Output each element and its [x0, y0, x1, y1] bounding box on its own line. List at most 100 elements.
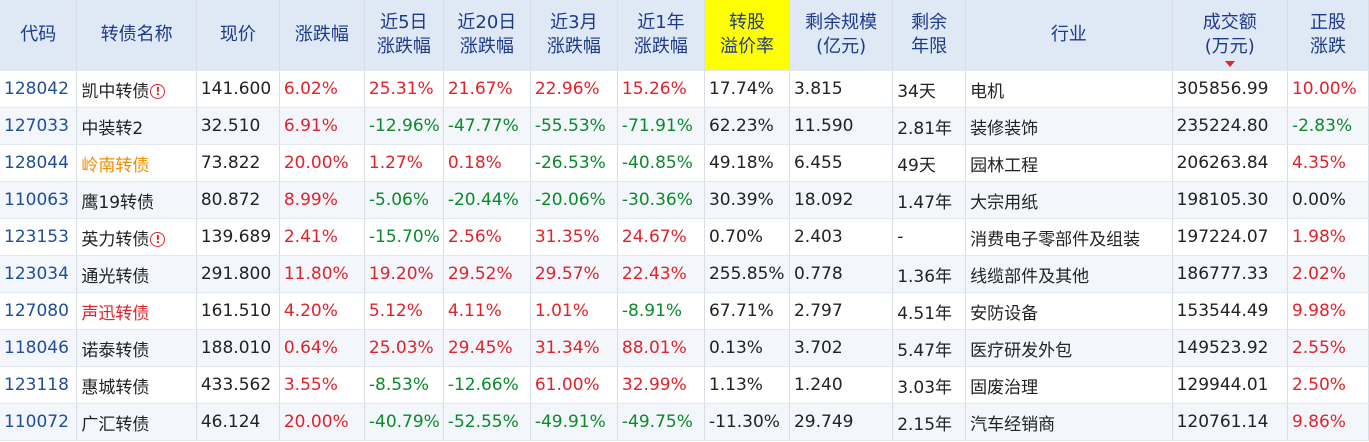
cell-term: 4.51年	[892, 292, 967, 330]
y1-value: -30.36%	[621, 190, 693, 210]
col-header-name[interactable]: 转债名称	[76, 0, 197, 71]
table-header-row: 代码 转债名称 现价 涨跌幅 近5日 涨跌幅 近20日 涨跌幅 近3月 涨跌幅 近1年…	[0, 0, 1369, 71]
cell-code[interactable]: 128042	[0, 70, 78, 108]
cell-industry: 安防设备	[965, 292, 1173, 330]
premium-value: 62.23%	[708, 116, 774, 136]
cell-name[interactable]: 声迅转债	[76, 292, 197, 330]
d20-value: 29.52%	[447, 264, 513, 284]
stock-value: 9.98%	[1291, 301, 1346, 321]
cell-volume: 129944.01	[1172, 366, 1288, 404]
header-line-2: 涨跌幅	[633, 36, 688, 57]
cell-code[interactable]: 128044	[0, 144, 78, 182]
col-header-stock-change[interactable]: 正股 涨跌	[1287, 0, 1369, 71]
code-value: 128042	[4, 79, 69, 99]
cell-d5: -5.06%	[364, 181, 444, 219]
table-row[interactable]: 110063 鹰19转债 80.872 8.99% -5.06% -20.44% -20.0…	[0, 181, 1369, 219]
industry-value: 线缆部件及其他	[970, 266, 1090, 287]
m3-value: 29.57%	[534, 264, 600, 284]
cell-name[interactable]: 英力转债!	[76, 218, 197, 256]
scale-value: 18.092	[793, 190, 854, 210]
industry-value: 园林工程	[970, 155, 1039, 176]
name-value: 声迅转债	[81, 303, 150, 324]
cell-d20: -20.44%	[443, 181, 531, 219]
change-value: 6.02%	[283, 79, 338, 99]
cell-scale: 6.455	[789, 144, 894, 182]
cell-name[interactable]: 诺泰转债	[76, 329, 197, 367]
col-header-3m[interactable]: 近3月 涨跌幅	[530, 0, 618, 71]
table-row[interactable]: 127080 声迅转债 161.510 4.20% 5.12% 4.11% 1.01% -8.…	[0, 292, 1369, 330]
cell-scale: 18.092	[789, 181, 894, 219]
y1-value: 15.26%	[621, 79, 687, 99]
d5-value: 25.31%	[368, 79, 434, 99]
col-header-industry[interactable]: 行业	[965, 0, 1173, 71]
table-row[interactable]: 128042 凯中转债! 141.600 6.02% 25.31% 21.67% 22.96…	[0, 70, 1369, 108]
cell-code[interactable]: 110072	[0, 403, 78, 441]
volume-value: 186777.33	[1176, 264, 1269, 284]
cell-d20: 0.18%	[443, 144, 531, 182]
header-line-1: 近3月	[550, 12, 598, 33]
cell-code[interactable]: 127033	[0, 107, 78, 145]
col-header-volume[interactable]: 成交额 (万元)	[1172, 0, 1288, 71]
cell-volume: 149523.92	[1172, 329, 1288, 367]
cell-scale: 3.815	[789, 70, 894, 108]
col-header-scale[interactable]: 剩余规模 (亿元)	[789, 0, 894, 71]
col-header-20d[interactable]: 近20日 涨跌幅	[443, 0, 531, 71]
cell-code[interactable]: 123118	[0, 366, 78, 404]
table-row[interactable]: 128044 岭南转债 73.822 20.00% 1.27% 0.18% -26.53% -…	[0, 144, 1369, 182]
table-row[interactable]: 127033 中装转2 32.510 6.91% -12.96% -47.77% -55.5…	[0, 107, 1369, 145]
cell-name[interactable]: 通光转债	[76, 255, 197, 293]
cell-change: 2.41%	[279, 218, 365, 256]
cell-code[interactable]: 110063	[0, 181, 78, 219]
table-row[interactable]: 118046 诺泰转债 188.010 0.64% 25.03% 29.45% 31.34%…	[0, 329, 1369, 367]
price-value: 32.510	[200, 116, 261, 136]
term-value: 3.03年	[897, 377, 953, 398]
cell-volume: 235224.80	[1172, 107, 1288, 145]
cell-y1: -49.75%	[617, 403, 705, 441]
cell-price: 291.800	[196, 255, 280, 293]
cell-price: 139.689	[196, 218, 280, 256]
table-row[interactable]: 110072 广汇转债 46.124 20.00% -40.79% -52.55% -49.…	[0, 403, 1369, 441]
volume-value: 149523.92	[1176, 338, 1269, 358]
col-header-premium[interactable]: 转股 溢价率	[704, 0, 790, 71]
cell-code[interactable]: 123153	[0, 218, 78, 256]
industry-value: 固废治理	[970, 377, 1039, 398]
stock-value: 10.00%	[1291, 79, 1357, 99]
cell-code[interactable]: 118046	[0, 329, 78, 367]
table-row[interactable]: 123153 英力转债! 139.689 2.41% -15.70% 2.56% 31.35…	[0, 218, 1369, 256]
cell-premium: 67.71%	[704, 292, 790, 330]
price-value: 161.510	[200, 301, 272, 321]
cell-term: 2.15年	[892, 403, 967, 441]
d5-value: -5.06%	[368, 190, 430, 210]
cell-m3: -55.53%	[530, 107, 618, 145]
table-row[interactable]: 123118 惠城转债 433.562 3.55% -8.53% -12.66% 61.00…	[0, 366, 1369, 404]
col-header-term[interactable]: 剩余 年限	[892, 0, 967, 71]
cell-code[interactable]: 123034	[0, 255, 78, 293]
cell-name[interactable]: 凯中转债!	[76, 70, 197, 108]
price-value: 139.689	[200, 227, 272, 247]
volume-value: 198105.30	[1176, 190, 1269, 210]
term-value: 4.51年	[897, 303, 953, 324]
cell-volume: 153544.49	[1172, 292, 1288, 330]
header-line-1: 近1年	[637, 12, 685, 33]
m3-value: 1.01%	[534, 301, 589, 321]
term-value: 2.15年	[897, 414, 953, 435]
cell-name[interactable]: 岭南转债	[76, 144, 197, 182]
premium-value: 1.13%	[708, 375, 763, 395]
table-row[interactable]: 123034 通光转债 291.800 11.80% 19.20% 29.52% 29.57…	[0, 255, 1369, 293]
m3-value: -49.91%	[534, 412, 606, 432]
col-header-5d[interactable]: 近5日 涨跌幅	[364, 0, 444, 71]
code-value: 110072	[4, 412, 69, 432]
col-header-code[interactable]: 代码	[0, 0, 78, 71]
cell-name[interactable]: 惠城转债	[76, 366, 197, 404]
cell-scale: 2.797	[789, 292, 894, 330]
cell-volume: 197224.07	[1172, 218, 1288, 256]
cell-name[interactable]: 广汇转债	[76, 403, 197, 441]
code-value: 123118	[4, 375, 69, 395]
col-header-1y[interactable]: 近1年涨跌幅	[617, 0, 705, 71]
col-header-price[interactable]: 现价	[196, 0, 280, 71]
cell-code[interactable]: 127080	[0, 292, 78, 330]
cell-name[interactable]: 鹰19转债	[76, 181, 197, 219]
col-header-change[interactable]: 涨跌幅	[279, 0, 365, 71]
cell-name[interactable]: 中装转2	[76, 107, 197, 145]
cell-industry: 消费电子零部件及组装	[965, 218, 1173, 256]
